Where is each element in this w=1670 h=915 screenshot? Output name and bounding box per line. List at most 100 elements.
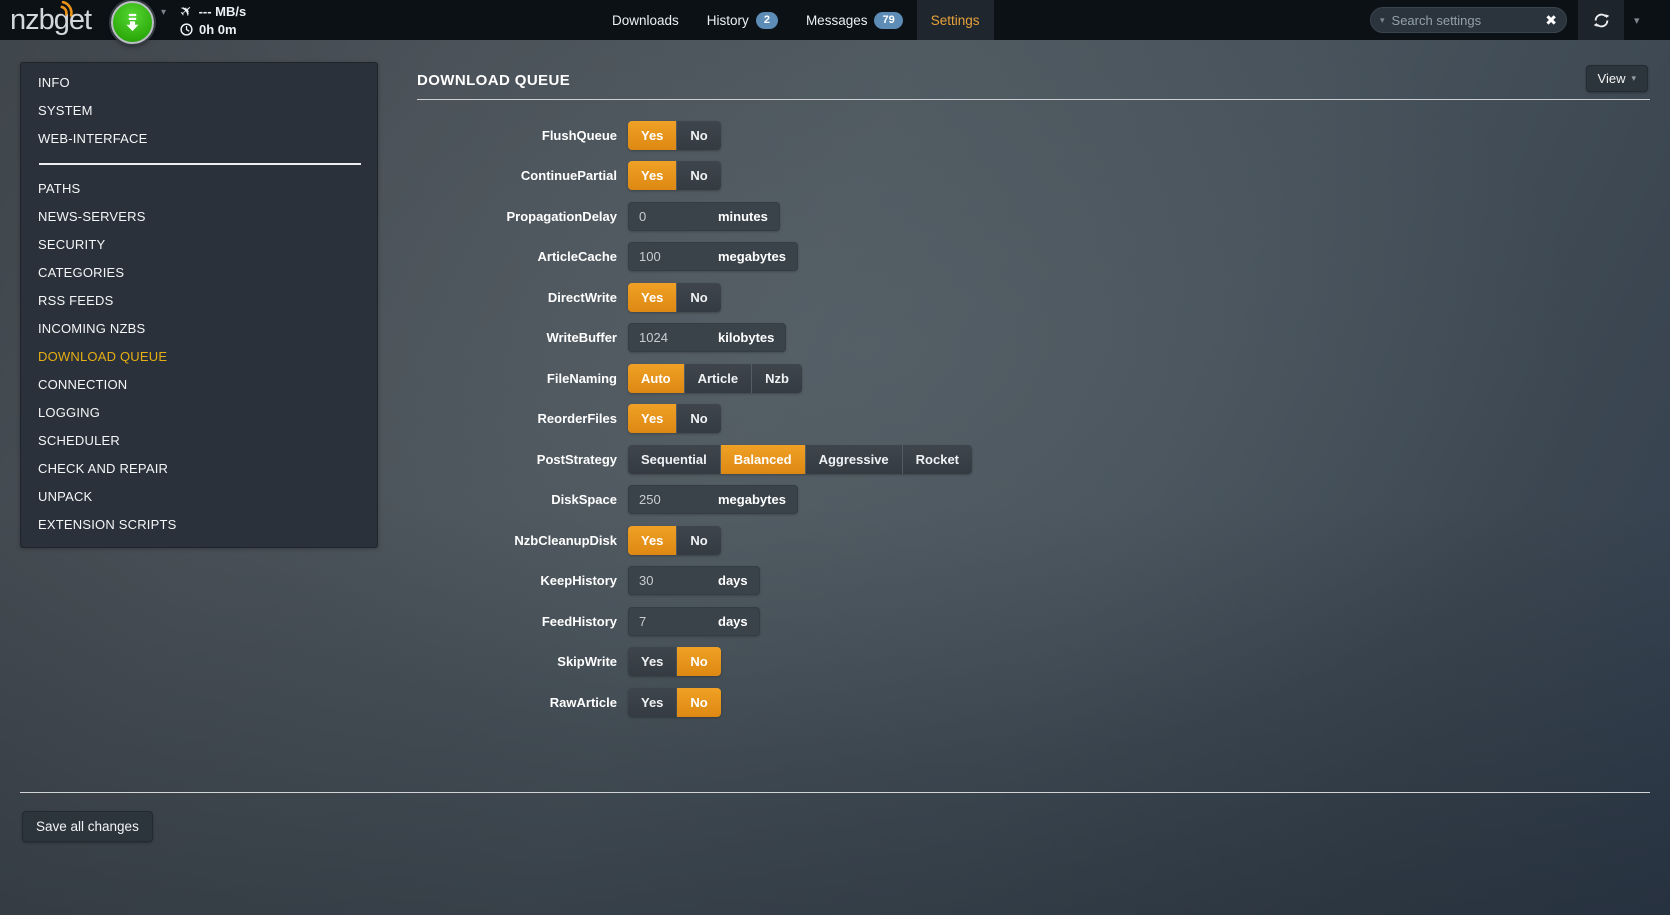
toggle-option-rocket[interactable]: Rocket — [902, 444, 973, 474]
clear-search-icon[interactable]: ✖ — [1545, 12, 1557, 28]
tab-downloads[interactable]: Downloads — [598, 0, 693, 40]
toggle-option-yes[interactable]: Yes — [628, 525, 677, 555]
toggle-option-no[interactable]: No — [677, 161, 721, 191]
setting-control: Yes No — [628, 525, 721, 555]
toggle-option-yes[interactable]: Yes — [628, 282, 677, 312]
setting-label: FileNaming — [546, 370, 617, 386]
search-scope-caret-icon[interactable]: ▾ — [1380, 14, 1385, 25]
tab-settings[interactable]: Settings — [916, 0, 994, 40]
toggle-option-yes[interactable]: Yes — [628, 161, 677, 191]
toggle-option-yes[interactable]: Yes — [628, 404, 677, 434]
setting-control: kilobytes — [628, 323, 787, 353]
setting-control: Yes No — [628, 647, 721, 677]
setting-label: FeedHistory — [541, 613, 617, 629]
view-button[interactable]: View ▾ — [1585, 65, 1648, 92]
setting-control: days — [628, 606, 760, 636]
tab-messages[interactable]: Messages 79 — [792, 0, 917, 40]
setting-input-group: days — [628, 566, 760, 596]
setting-row-feedhistory: FeedHistory days — [417, 601, 1650, 642]
refresh-button[interactable] — [1578, 0, 1624, 40]
page-header: DOWNLOAD QUEUE View ▾ — [417, 62, 1650, 100]
setting-row-keephistory: KeepHistory days — [417, 561, 1650, 602]
toggle-option-no[interactable]: No — [677, 647, 721, 677]
refresh-icon — [1593, 13, 1609, 27]
input-unit-addon: minutes — [718, 208, 768, 224]
settings-sidebar: INFO SYSTEM WEB-INTERFACE PATHS NEWS-SERVERS… — [20, 62, 378, 548]
page-title: DOWNLOAD QUEUE — [417, 72, 571, 89]
setting-control: Sequential Balanced Aggressive Rocket — [628, 444, 973, 474]
toggle-option-auto[interactable]: Auto — [628, 363, 684, 393]
sidebar-item-incoming-nzbs[interactable]: INCOMING NZBS — [38, 321, 146, 336]
setting-control: megabytes — [628, 485, 798, 515]
toggle-group: Yes No — [628, 282, 721, 312]
remaining-time: 0h 0m — [199, 21, 237, 37]
sidebar-item-paths[interactable]: PATHS — [38, 181, 81, 196]
sidebar-item-rss-feeds[interactable]: RSS FEEDS — [38, 293, 114, 308]
sidebar-item-unpack[interactable]: UNPACK — [38, 489, 93, 504]
sidebar-menu: INFO SYSTEM WEB-INTERFACE PATHS NEWS-SERVERS… — [21, 69, 377, 539]
setting-label: NzbCleanupDisk — [514, 532, 617, 548]
setting-input[interactable] — [629, 330, 707, 346]
sidebar-item-scheduler[interactable]: SCHEDULER — [38, 433, 120, 448]
toggle-option-yes[interactable]: Yes — [628, 647, 677, 677]
toggle-option-article[interactable]: Article — [684, 363, 752, 393]
toggle-option-no[interactable]: No — [677, 282, 721, 312]
setting-label: PropagationDelay — [506, 208, 617, 224]
tab-label: History — [706, 12, 749, 28]
sidebar-item-download-queue[interactable]: DOWNLOAD QUEUE — [38, 349, 168, 364]
setting-control: Yes No — [628, 687, 721, 717]
logo-dropdown-caret-icon[interactable]: ▾ — [161, 7, 167, 18]
toggle-option-yes[interactable]: Yes — [628, 120, 677, 150]
setting-input[interactable] — [629, 613, 707, 629]
download-queue-status-button[interactable] — [111, 1, 154, 44]
setting-label: FlushQueue — [541, 127, 617, 143]
sidebar-item-connection[interactable]: CONNECTION — [38, 377, 128, 392]
history-badge: 2 — [755, 11, 778, 29]
sidebar-item-news-servers[interactable]: NEWS-SERVERS — [38, 209, 146, 224]
setting-input[interactable] — [629, 492, 707, 508]
sidebar-item-logging[interactable]: LOGGING — [38, 405, 101, 420]
setting-input[interactable] — [629, 208, 707, 224]
sidebar-item-check-and-repair[interactable]: CHECK AND REPAIR — [38, 461, 169, 476]
save-all-changes-button[interactable]: Save all changes — [22, 811, 153, 842]
sidebar-item-info[interactable]: INFO — [38, 75, 70, 90]
setting-input[interactable] — [629, 249, 707, 265]
toggle-group: Yes No — [628, 404, 721, 434]
tab-history[interactable]: History 2 — [693, 0, 792, 40]
setting-row-writebuffer: WriteBuffer kilobytes — [417, 318, 1650, 359]
input-unit-addon: megabytes — [718, 492, 786, 508]
setting-row-directwrite: DirectWrite Yes No — [417, 277, 1650, 318]
search-input[interactable] — [1391, 12, 1539, 28]
toggle-option-balanced[interactable]: Balanced — [720, 444, 805, 474]
toggle-option-no[interactable]: No — [677, 525, 721, 555]
setting-control: days — [628, 566, 760, 596]
toggle-option-sequential[interactable]: Sequential — [628, 444, 720, 474]
setting-input-group: minutes — [628, 201, 780, 231]
toggle-option-aggressive[interactable]: Aggressive — [805, 444, 902, 474]
sidebar-item-security[interactable]: SECURITY — [38, 237, 106, 252]
toggle-option-no[interactable]: No — [677, 687, 721, 717]
toggle-option-no[interactable]: No — [677, 120, 721, 150]
setting-row-propagationdelay: PropagationDelay minutes — [417, 196, 1650, 237]
setting-label: ArticleCache — [537, 249, 617, 265]
setting-control: Yes No — [628, 282, 721, 312]
input-unit-addon: days — [718, 613, 748, 629]
input-unit-addon: megabytes — [718, 249, 786, 265]
signal-arcs-icon — [60, 0, 73, 17]
input-unit-addon: days — [718, 573, 748, 589]
sidebar-item-extension-scripts[interactable]: EXTENSION SCRIPTS — [38, 517, 177, 532]
toggle-option-no[interactable]: No — [677, 404, 721, 434]
setting-input[interactable] — [629, 573, 707, 589]
toggle-group: Sequential Balanced Aggressive Rocket — [628, 444, 973, 474]
sidebar-item-categories[interactable]: CATEGORIES — [38, 265, 125, 280]
sidebar-item-web-interface[interactable]: WEB-INTERFACE — [38, 131, 148, 146]
navbar-dropdown-caret-icon[interactable]: ▾ — [1634, 15, 1640, 27]
toggle-group: Yes No — [628, 161, 721, 191]
download-speed: --- MB/s — [198, 3, 247, 19]
toggle-option-nzb[interactable]: Nzb — [752, 363, 802, 393]
sidebar-item-system[interactable]: SYSTEM — [38, 103, 93, 118]
logo-text: nzbget — [10, 4, 92, 36]
setting-label: KeepHistory — [540, 573, 617, 589]
toggle-option-yes[interactable]: Yes — [628, 687, 677, 717]
setting-label: WriteBuffer — [546, 330, 617, 346]
